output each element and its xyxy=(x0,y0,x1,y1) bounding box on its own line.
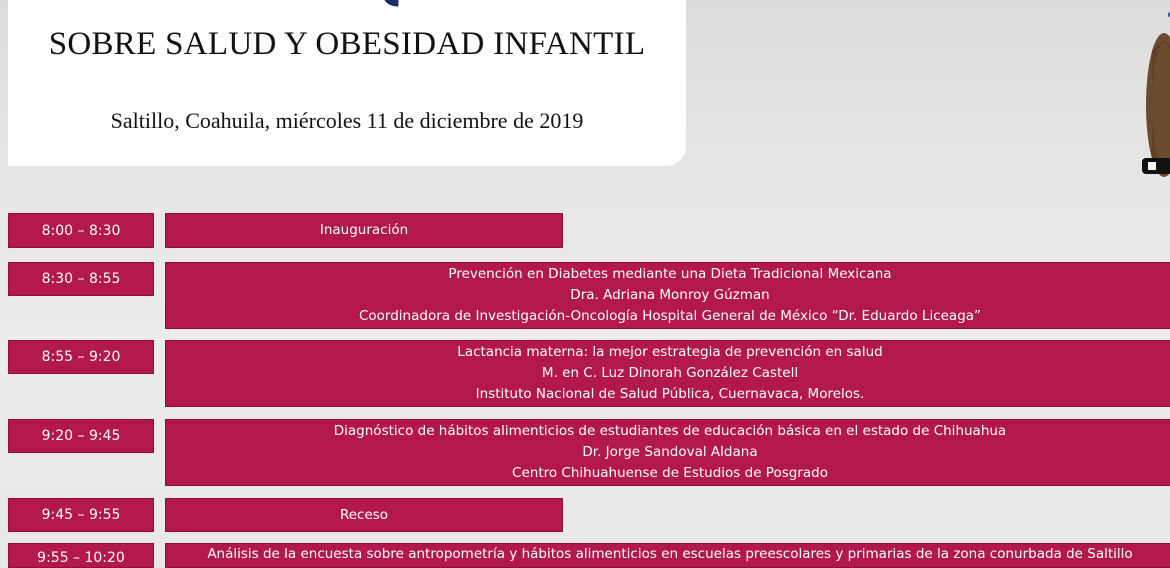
time-slot: 8:55 – 9:20 xyxy=(8,340,154,374)
agenda-line: Lactancia materna: la mejor estrategia d… xyxy=(457,344,883,360)
time-slot: 8:00 – 8:30 xyxy=(8,213,154,248)
time-slot: 9:55 – 10:20 xyxy=(8,543,154,568)
agenda-item: Inauguración xyxy=(165,213,563,248)
agenda-line: Coordinadora de Investigación-Oncología … xyxy=(358,308,982,324)
event-date: Saltillo, Coahuila, miércoles 11 de dici… xyxy=(110,108,584,133)
agenda-line: Inauguración xyxy=(319,222,409,238)
agenda-line: Receso xyxy=(339,506,389,523)
agenda-line: Análisis de la encuesta sobre antropomet… xyxy=(207,546,1133,562)
eagle-emblem-icon xyxy=(1142,12,1170,177)
agenda-line: M. en C. Luz Dinorah González Castell xyxy=(541,365,799,381)
agenda-line: Dr. Jorge Sandoval Aldana xyxy=(582,444,758,460)
agenda-line: Prevención en Diabetes mediante una Diet… xyxy=(448,266,892,282)
page-subtitle: SOBRE SALUD Y OBESIDAD INFANTIL xyxy=(48,26,646,62)
agenda-line: Centro Chihuahuense de Estudios de Posgr… xyxy=(512,465,828,481)
agenda-item: Receso xyxy=(165,498,563,532)
page-title: COLOQUIO xyxy=(148,0,558,10)
header-card: COLOQUIO SOBRE SALUD Y OBESIDAD INFANTIL… xyxy=(8,0,686,166)
time-slot: 9:20 – 9:45 xyxy=(8,419,154,453)
time-slot: 8:30 – 8:55 xyxy=(8,262,154,296)
agenda-line: Dra. Adriana Monroy Gúzman xyxy=(570,287,770,303)
time-slot: 9:45 – 9:55 xyxy=(8,498,154,532)
agenda-item: Diagnóstico de hábitos alimenticios de e… xyxy=(165,419,1170,486)
agenda-item: Prevención en Diabetes mediante una Diet… xyxy=(165,262,1170,329)
agenda-item: Lactancia materna: la mejor estrategia d… xyxy=(165,340,1170,407)
agenda-line: Instituto Nacional de Salud Pública, Cue… xyxy=(475,386,865,402)
agenda-item: Análisis de la encuesta sobre antropomet… xyxy=(165,543,1170,568)
agenda-line: Diagnóstico de hábitos alimenticios de e… xyxy=(333,423,1007,439)
